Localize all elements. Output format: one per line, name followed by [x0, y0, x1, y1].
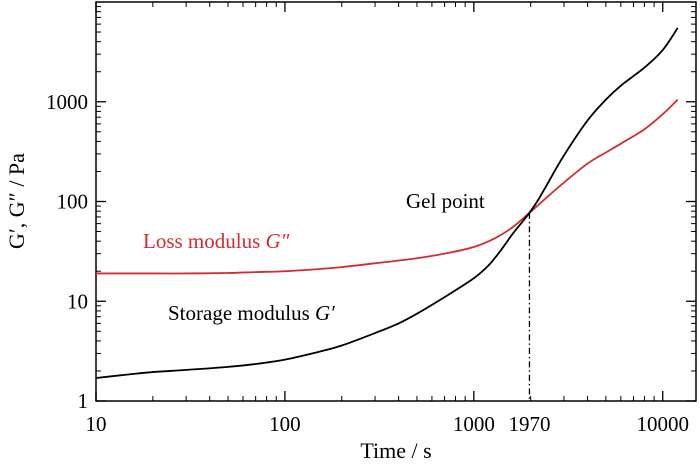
loss-modulus-label: Loss modulus G″	[143, 229, 290, 253]
axis-ticks	[95, 2, 696, 402]
storage-modulus-label-symbol: G′	[315, 301, 335, 325]
gel-point-label: Gel point	[406, 189, 485, 213]
storage-modulus-label: Storage modulus G′	[168, 301, 335, 325]
y-tick-label: 10	[67, 289, 88, 313]
loss-modulus-label-symbol: G″	[266, 229, 290, 253]
loss-modulus-label-prefix: Loss modulus	[143, 229, 266, 253]
x-tick-label: 100	[269, 412, 301, 436]
loss-modulus-line	[95, 98, 679, 275]
x-tick-label: 10000	[636, 412, 689, 436]
x-tick-label: 1970	[508, 412, 550, 436]
y-tick-label: 100	[57, 190, 89, 214]
y-axis-title: G′, G″ / Pa	[4, 153, 29, 249]
y-tick-label: 1000	[46, 90, 88, 114]
x-tick-label: 10	[86, 412, 107, 436]
y-tick-label: 1	[78, 389, 89, 413]
x-axis-title: Time / s	[360, 438, 431, 463]
x-tick-label: 1000	[453, 412, 495, 436]
storage-modulus-line	[95, 27, 679, 379]
storage-modulus-label-prefix: Storage modulus	[168, 301, 315, 325]
plot-area-frame	[95, 1, 697, 402]
